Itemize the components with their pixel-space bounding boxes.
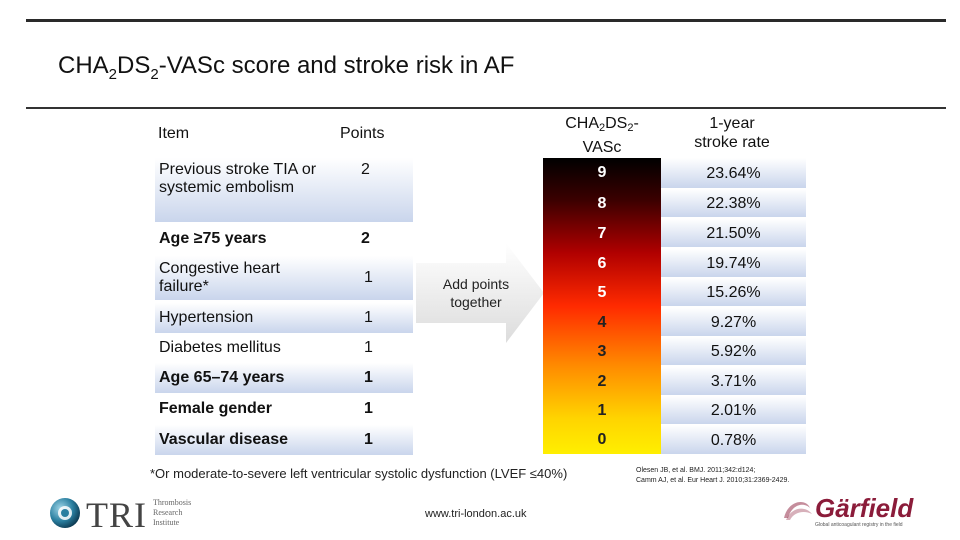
item-label: Age ≥75 years — [155, 226, 323, 252]
footnote: *Or moderate-to-severe left ventricular … — [150, 466, 568, 481]
right-arrow-icon — [416, 243, 544, 343]
stroke-rate-value: 5.92% — [661, 337, 806, 365]
score-value: 8 — [597, 195, 607, 212]
stroke-rate-value: 2.01% — [661, 396, 806, 424]
stroke-rate-value: 3.71% — [661, 367, 806, 395]
tri-logo-text: TRI — [86, 495, 147, 535]
item-label: Age 65–74 years — [155, 363, 323, 393]
item-label: Female gender — [155, 395, 323, 423]
garfield-swirl-icon — [784, 502, 812, 520]
item-label: Vascular disease — [155, 425, 323, 455]
points-header: Points — [340, 125, 385, 142]
item-label: Congestive heart failure* — [155, 256, 323, 300]
points-value: 1 — [323, 425, 413, 455]
item-label: Hypertension — [155, 303, 323, 333]
points-value: 2 — [323, 158, 413, 222]
garfield-tagline: Global anticoagulant registry in the fie… — [815, 522, 903, 528]
score-value: 0 — [597, 431, 607, 448]
points-value: 1 — [323, 395, 413, 423]
stroke-rate-value: 21.50% — [661, 219, 806, 247]
table-row: Congestive heart failure* 1 — [155, 256, 413, 300]
add-points-label: Add points together — [442, 276, 510, 310]
stroke-rate-value: 15.26% — [661, 278, 806, 306]
table-row: Previous stroke TIA or systemic embolism… — [155, 158, 413, 222]
website-link[interactable]: www.tri-london.ac.uk — [425, 508, 527, 520]
points-value: 1 — [323, 303, 413, 333]
table-row: Age 65–74 years 1 — [155, 363, 413, 393]
stroke-rate-header: 1-year stroke rate — [694, 115, 770, 151]
score-value: 4 — [597, 314, 607, 331]
score-header: CHA2DS2- VASc — [565, 115, 639, 156]
table-row: Hypertension 1 — [155, 303, 413, 333]
points-value: 1 — [323, 334, 413, 362]
score-value: 9 — [597, 164, 607, 181]
page-title: CHA2DS2-VASc score and stroke risk in AF — [58, 52, 515, 83]
table-row: Vascular disease 1 — [155, 425, 413, 455]
score-value: 5 — [597, 284, 607, 301]
score-value: 6 — [597, 255, 607, 272]
garfield-logo-text: Gärfield — [815, 493, 914, 523]
item-label: Diabetes mellitus — [155, 334, 323, 362]
top-rule — [26, 19, 946, 22]
table-row: Female gender 1 — [155, 395, 413, 423]
item-header: Item — [158, 125, 190, 142]
table-row: Diabetes mellitus 1 — [155, 334, 413, 362]
points-value: 1 — [323, 256, 413, 300]
references: Olesen JB, et al. BMJ. 2011;342:d124; Ca… — [636, 467, 790, 484]
score-value: 7 — [597, 225, 607, 242]
tri-globe-icon — [50, 498, 80, 528]
tri-logo-subtitle: Thrombosis Research Institute — [153, 498, 192, 527]
stroke-rate-value: 9.27% — [661, 308, 806, 336]
table-row: Age ≥75 years 2 — [155, 226, 413, 252]
score-value: 3 — [597, 343, 607, 360]
score-value: 1 — [597, 402, 607, 419]
item-label: Previous stroke TIA or systemic embolism — [155, 158, 323, 222]
points-value: 2 — [323, 226, 413, 252]
points-value: 1 — [323, 363, 413, 393]
stroke-rate-value: 23.64% — [661, 158, 806, 188]
stroke-rate-value: 22.38% — [661, 189, 806, 217]
score-value: 2 — [597, 373, 607, 390]
risk-gradient-bar — [543, 158, 661, 454]
stroke-rate-value: 0.78% — [661, 425, 806, 454]
stroke-rate-value: 19.74% — [661, 249, 806, 277]
title-rule — [26, 107, 946, 109]
